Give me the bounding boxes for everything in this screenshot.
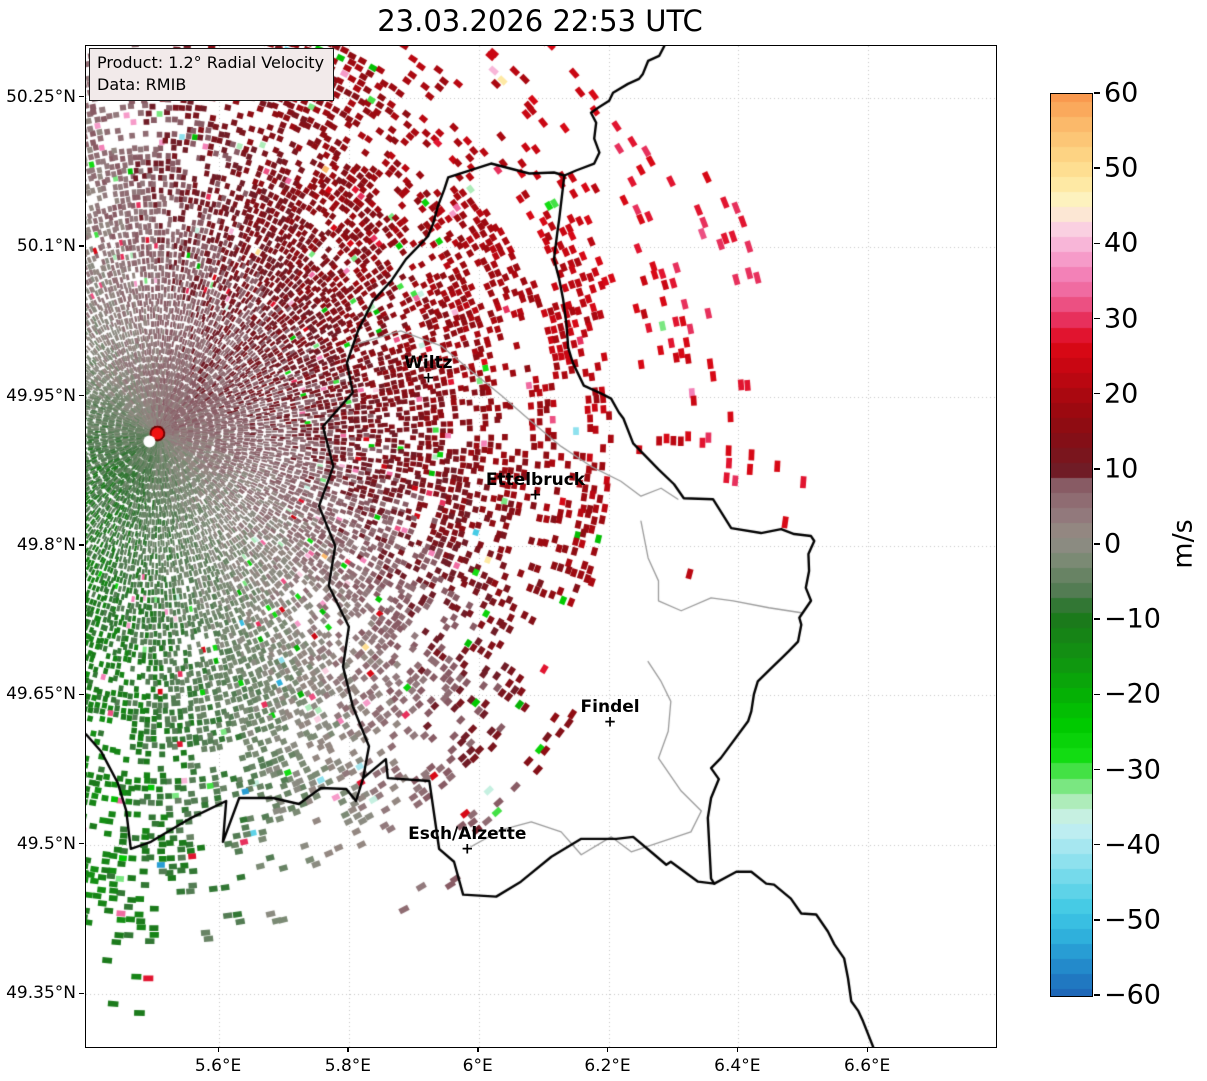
data-source-label: Data: RMIB [97,74,187,94]
y-tick-label: 50.25°N [6,86,76,107]
product-info-box: Product: 1.2° Radial Velocity Data: RMIB [89,48,335,102]
product-label: Product: 1.2° Radial Velocity [97,53,325,72]
x-tick-mark [477,1047,479,1053]
x-tick-label: 5.6°E [194,1056,242,1076]
colorbar-tick-label: 0 [1104,528,1122,560]
y-tick-label: 49.65°N [6,684,76,705]
colorbar-tick-label: −10 [1104,603,1161,635]
city-marker: + [422,368,435,387]
x-tick-mark [866,1047,869,1053]
x-tick-mark [607,1047,609,1053]
colorbar-tick-mark [1093,543,1100,545]
map-plot-area [85,45,997,1048]
colorbar-tick-label: −40 [1104,829,1161,861]
y-tick-label: 49.8°N [16,535,76,555]
colorbar-tick-mark [1093,92,1100,94]
colorbar-tick-label: −20 [1104,678,1161,710]
x-tick-label: 6.6°E [843,1056,891,1076]
x-tick-label: 6.2°E [584,1056,631,1076]
y-tick-label: 50.1°N [16,236,76,257]
colorbar-tick-label: 10 [1104,453,1139,485]
city-marker: + [461,839,474,858]
colorbar-tick-label: 50 [1104,152,1139,184]
colorbar-tick-mark [1093,392,1100,395]
city-marker: + [603,712,617,731]
x-tick-mark [736,1047,739,1053]
colorbar-tick-label: 20 [1104,378,1139,410]
y-tick-mark [78,843,84,845]
x-tick-mark [217,1047,219,1053]
x-tick-label: 6°E [462,1056,493,1076]
colorbar-tick-label: −30 [1104,754,1161,785]
city-marker: + [529,485,542,504]
colorbar-tick-label: −60 [1104,979,1161,1011]
y-tick-mark [78,394,84,397]
city-label: Esch/Alzette [408,823,527,844]
y-tick-mark [78,96,84,98]
colorbar-tick-mark [1093,843,1100,846]
y-tick-mark [78,544,84,546]
colorbar-tick-mark [1093,317,1100,320]
colorbar-tick-mark [1093,994,1100,996]
figure-title: 23.03.2026 22:53 UTC [377,4,703,38]
x-tick-label: 5.8°E [324,1056,371,1076]
colorbar-unit-label: m/s [1167,519,1199,569]
colorbar-tick-mark [1093,242,1100,245]
colorbar-tick-mark [1093,468,1100,470]
y-tick-label: 49.35°N [6,983,76,1004]
colorbar-tick-label: 30 [1104,303,1139,334]
x-tick-mark [347,1047,349,1053]
colorbar-tick-mark [1093,693,1100,696]
x-tick-label: 6.4°E [714,1056,761,1076]
y-tick-mark [78,693,84,696]
colorbar-tick-mark [1093,618,1100,620]
city-label: Findel [580,697,640,718]
y-tick-label: 49.95°N [6,385,76,406]
city-label: Ettelbruck [485,470,586,491]
colorbar [1050,93,1093,997]
y-tick-label: 49.5°N [16,833,76,854]
y-tick-mark [78,992,84,994]
radar-map-canvas [86,46,996,1047]
y-tick-mark [78,245,84,247]
colorbar-tick-mark [1093,167,1100,169]
colorbar-tick-mark [1093,768,1100,771]
colorbar-tick-label: −50 [1104,904,1161,936]
colorbar-tick-mark [1093,919,1100,921]
colorbar-tick-label: 60 [1104,77,1139,109]
colorbar-gradient [1051,94,1092,996]
city-label: Wiltz [404,352,453,373]
colorbar-tick-label: 40 [1104,227,1139,259]
